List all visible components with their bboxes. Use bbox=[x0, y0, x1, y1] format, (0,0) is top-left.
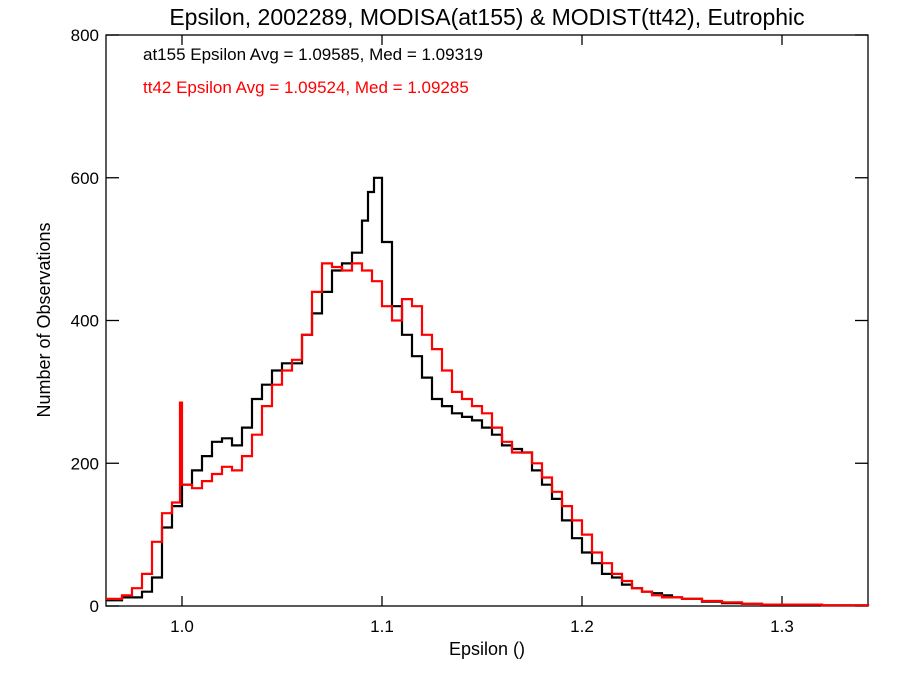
x-tick-label: 1.3 bbox=[770, 617, 794, 636]
series-group bbox=[106, 176, 870, 607]
y-tick-label: 0 bbox=[90, 597, 99, 616]
x-axis-label: Epsilon () bbox=[449, 639, 525, 659]
y-axis-label: Number of Observations bbox=[34, 222, 54, 417]
y-tick-label: 600 bbox=[71, 169, 99, 188]
chart-title: Epsilon, 2002289, MODISA(at155) & MODIST… bbox=[169, 4, 804, 30]
x-tick-label: 1.1 bbox=[370, 617, 394, 636]
annotation-at155: at155 Epsilon Avg = 1.09585, Med = 1.093… bbox=[143, 45, 483, 64]
annotation-tt42: tt42 Epsilon Avg = 1.09524, Med = 1.0928… bbox=[143, 78, 469, 97]
x-tick-label: 1.2 bbox=[570, 617, 594, 636]
x-tick-label: 1.0 bbox=[170, 617, 194, 636]
y-tick-label: 200 bbox=[71, 454, 99, 473]
y-tick-label: 400 bbox=[71, 312, 99, 331]
series-line-red bbox=[106, 262, 870, 607]
y-tick-label: 800 bbox=[71, 26, 99, 45]
